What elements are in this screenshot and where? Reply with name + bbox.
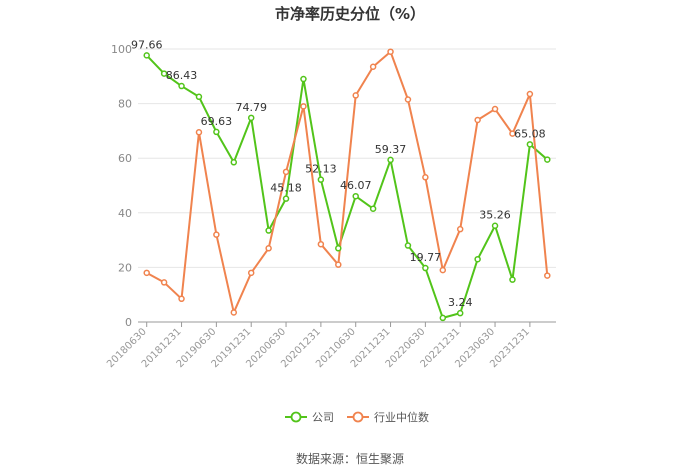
data-label: 69.63 [201,115,233,128]
data-label: 35.26 [479,209,511,222]
data-point-0 [369,205,377,212]
data-point-1 [335,261,342,268]
data-source: 数据来源：恒生聚源 [295,452,404,466]
data-label: 45.18 [270,182,302,195]
y-tick-label: 80 [118,98,132,111]
data-label: 19.77 [410,251,442,264]
chart-title: 市净率历史分位（%） [274,5,426,23]
data-point-0 [195,93,203,101]
data-point-0 [422,264,429,272]
y-tick-label: 0 [125,316,132,329]
data-point-0 [282,195,290,202]
data-point-0 [509,276,516,283]
data-point-1 [317,240,325,248]
legend-label[interactable]: 公司 [312,411,334,424]
data-label: 3.24 [448,296,473,309]
y-tick-label: 40 [118,207,132,220]
data-point-0 [213,128,220,136]
data-point-1 [439,266,447,274]
data-point-0 [474,255,481,263]
data-point-1 [213,231,220,238]
data-point-0 [300,75,307,83]
data-point-0 [317,176,325,183]
data-label: 65.08 [514,127,546,140]
data-point-0 [491,222,499,229]
series-line-1 [146,50,549,314]
data-point-1 [544,272,551,279]
data-label: 59.37 [375,143,407,156]
data-label: 74.79 [235,101,267,114]
data-point-0 [230,159,238,166]
y-tick-label: 20 [118,261,132,274]
legend-marker[interactable] [290,411,302,423]
data-point-1 [509,130,516,137]
data-point-1 [387,48,394,55]
data-label: 46.07 [340,179,372,192]
data-point-0 [160,70,168,77]
data-point-1 [352,92,359,99]
data-point-1 [422,174,429,181]
data-point-1 [178,295,185,303]
data-point-0 [143,52,150,59]
data-point-0 [544,156,551,163]
legend-marker[interactable] [352,411,364,423]
data-point-1 [247,269,255,277]
data-point-0 [247,114,255,122]
data-label: 52.13 [305,163,337,176]
data-point-1 [300,103,307,110]
legend-label[interactable]: 行业中位数 [374,410,429,424]
data-point-0 [526,141,534,148]
data-point-1 [369,63,377,70]
data-point-1 [143,269,150,277]
data-label: 86.43 [166,69,198,82]
data-point-0 [265,227,272,234]
data-point-1 [456,225,464,233]
y-tick-label: 60 [118,152,132,165]
data-point-0 [439,314,447,322]
data-point-0 [352,192,359,200]
data-point-1 [474,116,481,124]
data-point-1 [230,309,238,316]
data-point-0 [404,242,412,249]
series-line-0 [145,54,548,319]
data-point-1 [282,168,290,176]
data-point-1 [265,245,272,252]
data-point-0 [335,245,342,252]
data-point-1 [160,279,168,286]
data-point-1 [404,96,412,103]
data-point-0 [456,309,464,317]
data-point-0 [178,82,185,90]
data-point-0 [387,156,394,164]
y-tick-label: 100 [111,43,132,56]
data-point-1 [195,129,203,136]
data-label: 97.66 [131,38,163,51]
data-point-1 [491,105,499,113]
data-point-1 [526,90,534,98]
